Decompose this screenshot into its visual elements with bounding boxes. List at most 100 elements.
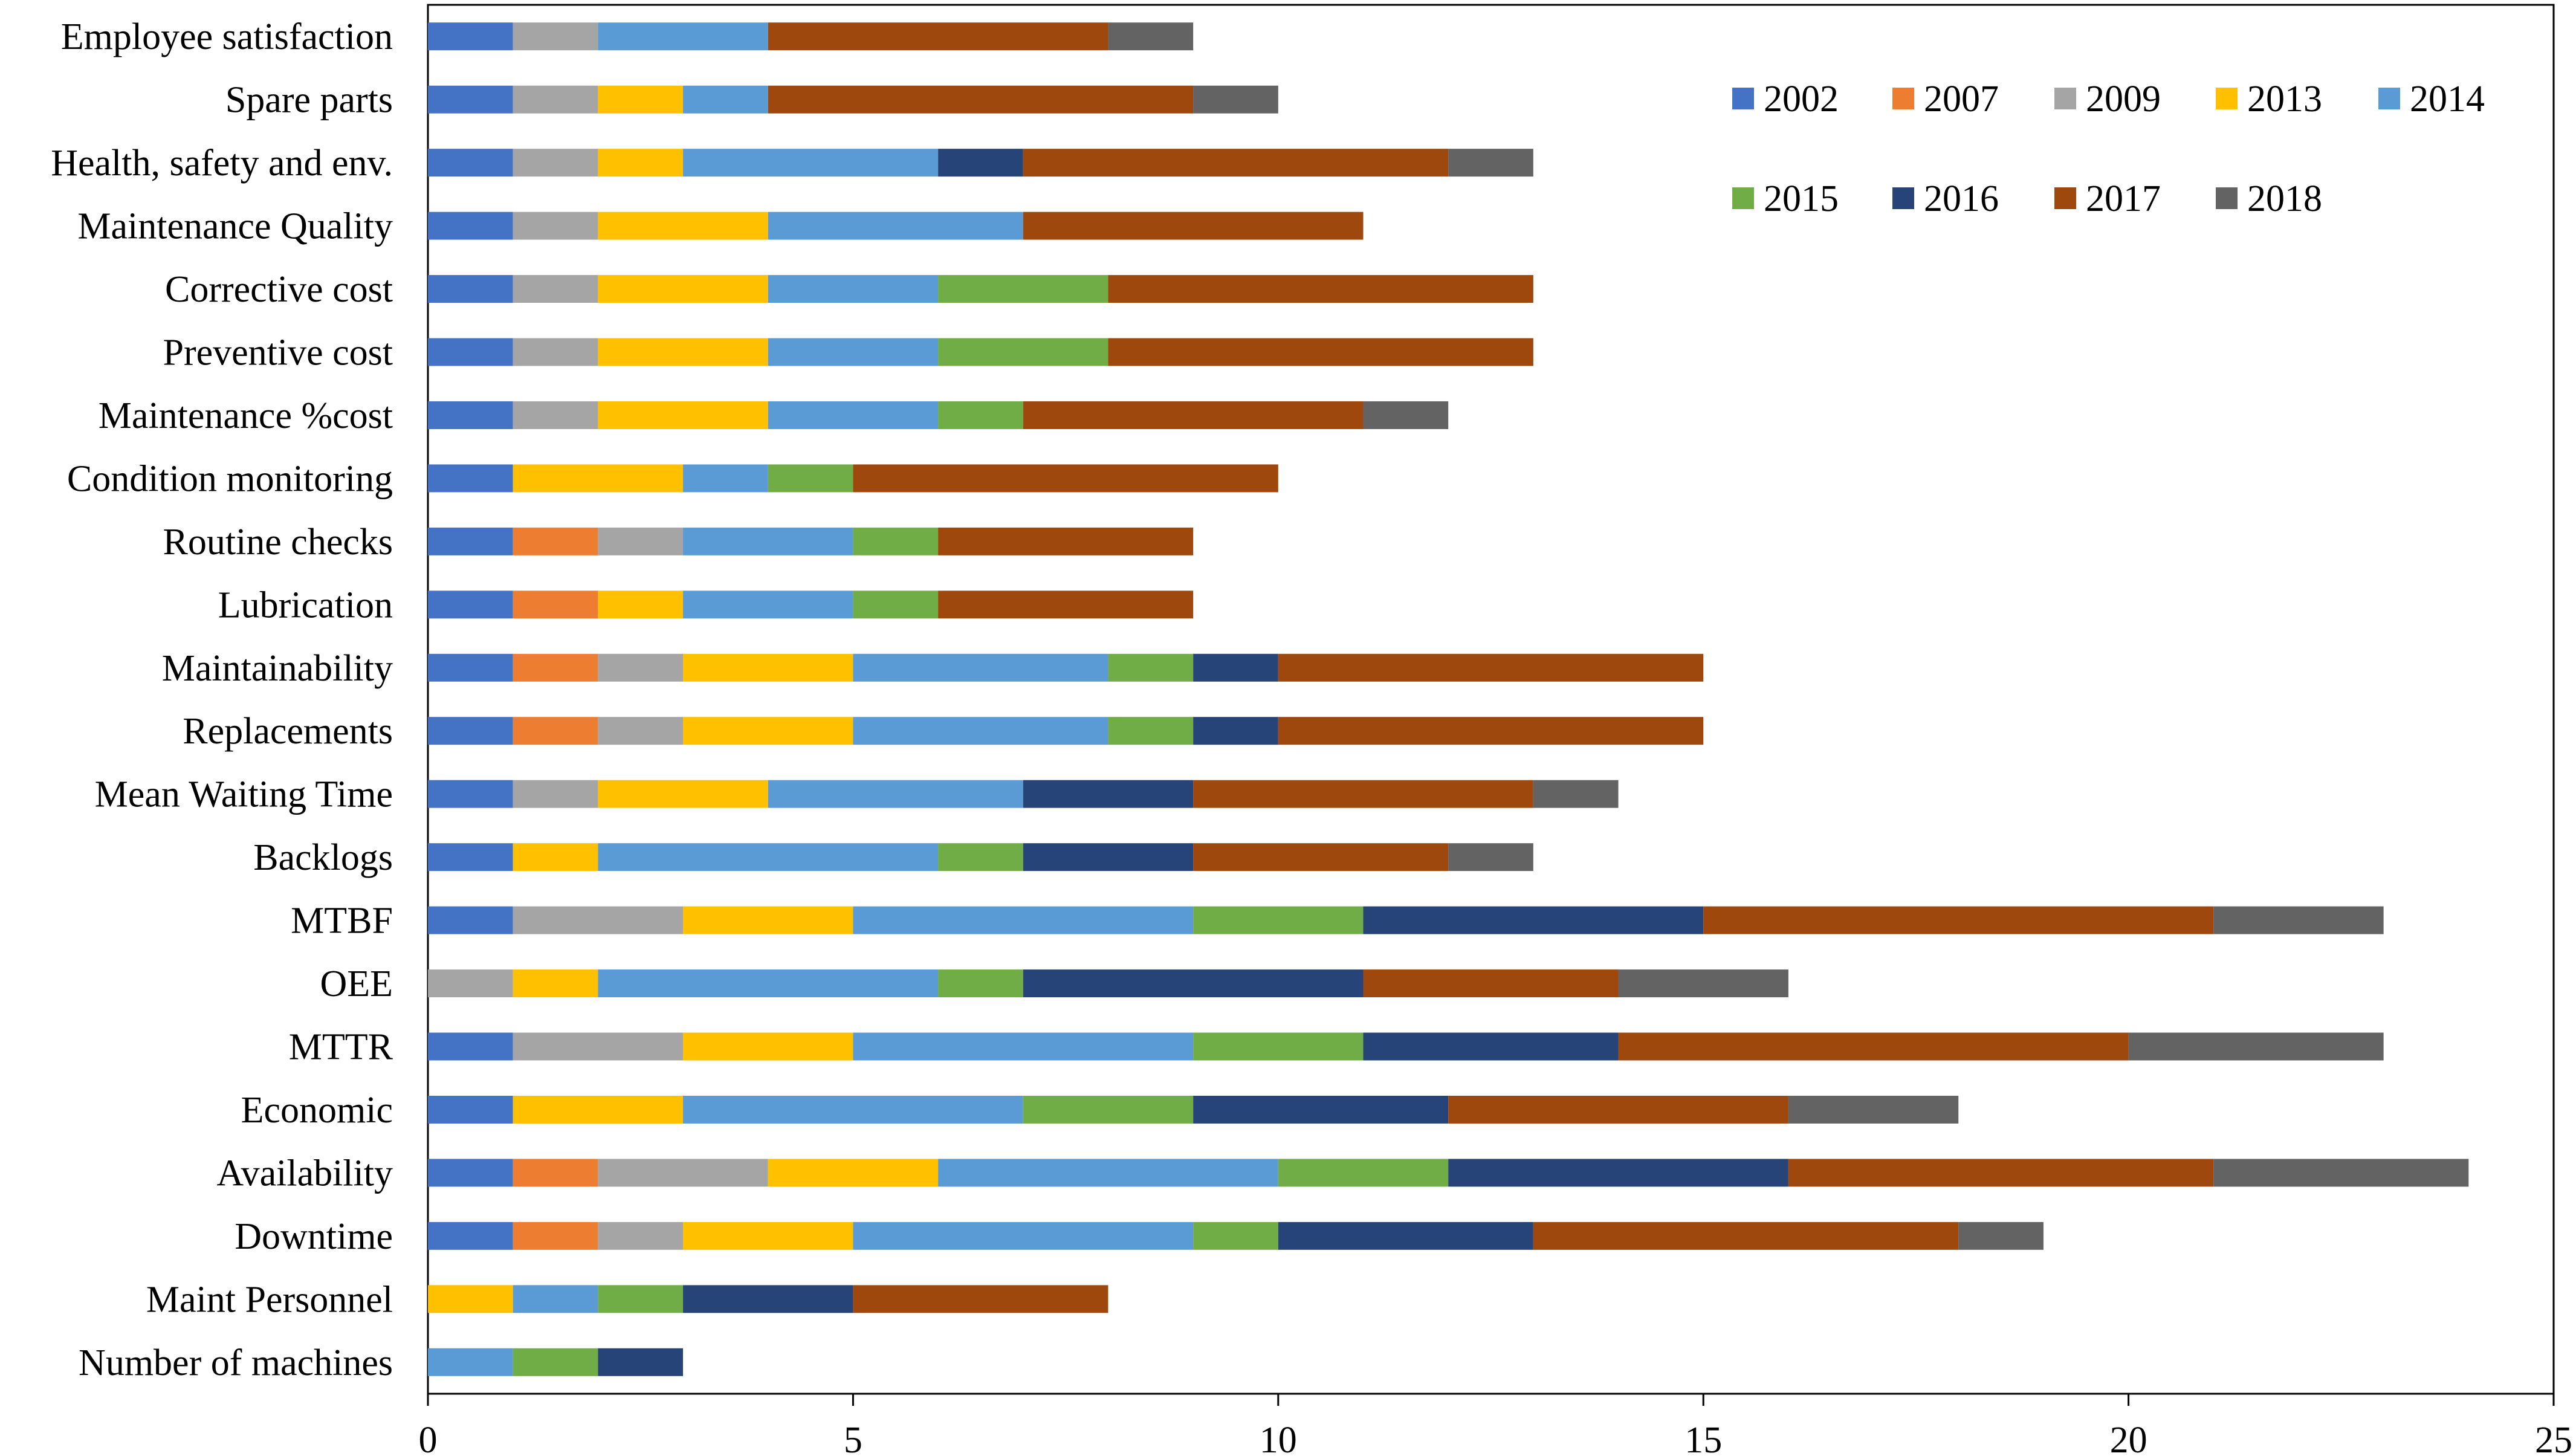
bar-downtime-2009: Downtime 2009: 1: [598, 1221, 684, 1250]
bar-preventive-cost-2017: Preventive cost 2017: 5: [1108, 338, 1533, 366]
bars-group: Employee satisfaction 2002: 1Employee sa…: [428, 22, 2469, 1376]
bar-maintainability-2013: Maintainability 2013: 2: [683, 653, 853, 682]
bar-health-safety-and-env-2002: Health, safety and env. 2002: 1: [428, 149, 513, 177]
bar-replacements-2002: Replacements 2002: 1: [428, 717, 513, 745]
bar-maintenance-cost-2017: Maintenance %cost 2017: 4: [1023, 401, 1364, 429]
bar-spare-parts-2018: Spare parts 2018: 1: [1193, 85, 1278, 114]
bar-corrective-cost-2013: Corrective cost 2013: 2: [598, 275, 768, 303]
category-label-mtbf: MTBF: [291, 901, 393, 942]
bar-corrective-cost-2002: Corrective cost 2002: 1: [428, 275, 513, 303]
x-axis-ticks-group: 0 5 10 15 20 25: [419, 1394, 2572, 1456]
legend-swatch-2016: [1892, 187, 1914, 209]
bar-replacements-2015: Replacements 2015: 1: [1108, 717, 1194, 745]
bar-mttr-2013: MTTR 2013: 2: [683, 1032, 853, 1061]
category-label-health-safety-and-env: Health, safety and env.: [51, 143, 393, 184]
bar-maintenance-quality-2014: Maintenance Quality 2014: 3: [768, 212, 1023, 240]
bar-preventive-cost-2002: Preventive cost 2002: 1: [428, 338, 513, 366]
category-label-preventive-cost: Preventive cost: [163, 332, 393, 374]
legend-item-2017: 2017: [2054, 178, 2161, 219]
bar-oee-2013: OEE 2013: 1: [513, 969, 598, 998]
category-label-mean-waiting-time: Mean Waiting Time: [95, 774, 393, 815]
bar-maintenance-quality-2002: Maintenance Quality 2002: 1: [428, 212, 513, 240]
bar-replacements-2013: Replacements 2013: 2: [683, 717, 853, 745]
bar-mean-waiting-time-2013: Mean Waiting Time 2013: 2: [598, 780, 768, 808]
legend-item-2018: 2018: [2216, 178, 2322, 219]
bar-oee-2009: OEE 2009: 1: [428, 969, 513, 998]
category-label-downtime: Downtime: [235, 1216, 393, 1257]
bar-backlogs-2002: Backlogs 2002: 1: [428, 843, 513, 872]
bar-maintenance-quality-2017: Maintenance Quality 2017: 4: [1023, 212, 1364, 240]
legend-item-2002: 2002: [1732, 79, 1839, 120]
bar-lubrication-2017: Lubrication 2017: 3: [938, 590, 1194, 619]
bar-availability-2018: Availability 2018: 3: [2213, 1159, 2469, 1187]
x-tick-label-0: 0: [419, 1420, 438, 1456]
bar-economic-2015: Economic 2015: 2: [1023, 1095, 1194, 1124]
legend-item-2013: 2013: [2216, 79, 2322, 120]
bar-employee-satisfaction-2017: Employee satisfaction 2017: 4: [768, 22, 1108, 51]
bar-condition-monitoring-2002: Condition monitoring 2002: 1: [428, 464, 513, 493]
bar-availability-2002: Availability 2002: 1: [428, 1159, 513, 1187]
bar-maint-personnel-2015: Maint Personnel 2015: 1: [598, 1285, 684, 1313]
bar-availability-2014: Availability 2014: 4: [938, 1159, 1278, 1187]
bar-availability-2016: Availability 2016: 4: [1448, 1159, 1788, 1187]
bar-economic-2002: Economic 2002: 1: [428, 1095, 513, 1124]
bar-maintenance-cost-2002: Maintenance %cost 2002: 1: [428, 401, 513, 429]
bar-mttr-2002: MTTR 2002: 1: [428, 1032, 513, 1061]
bar-downtime-2018: Downtime 2018: 1: [1958, 1221, 2044, 1250]
bar-spare-parts-2002: Spare parts 2002: 1: [428, 85, 513, 114]
bar-spare-parts-2014: Spare parts 2014: 1: [683, 85, 768, 114]
bar-routine-checks-2009: Routine checks 2009: 1: [598, 527, 684, 555]
bar-lubrication-2014: Lubrication 2014: 2: [683, 590, 853, 619]
legend-label-2013: 2013: [2247, 79, 2322, 120]
bar-downtime-2002: Downtime 2002: 1: [428, 1221, 513, 1250]
bar-condition-monitoring-2017: Condition monitoring 2017: 5: [853, 464, 1278, 493]
category-label-corrective-cost: Corrective cost: [165, 269, 393, 310]
bar-oee-2014: OEE 2014: 4: [598, 969, 939, 998]
plot-frame-group: [427, 4, 2555, 1395]
bar-downtime-2017: Downtime 2017: 5: [1533, 1221, 1959, 1250]
category-label-maintainability: Maintainability: [162, 648, 393, 689]
legend-label-2007: 2007: [1924, 79, 1999, 120]
category-label-mttr: MTTR: [289, 1027, 393, 1068]
bar-backlogs-2016: Backlogs 2016: 2: [1023, 843, 1194, 872]
bar-preventive-cost-2015: Preventive cost 2015: 2: [938, 338, 1108, 366]
bar-mttr-2009: MTTR 2009: 2: [513, 1032, 684, 1061]
bar-condition-monitoring-2015: Condition monitoring 2015: 1: [768, 464, 853, 493]
bar-maintainability-2017: Maintainability 2017: 5: [1278, 653, 1704, 682]
bar-maintenance-cost-2018: Maintenance %cost 2018: 1: [1363, 401, 1449, 429]
bar-maintainability-2007: Maintainability 2007: 1: [513, 653, 598, 682]
bar-employee-satisfaction-2009: Employee satisfaction 2009: 1: [513, 22, 598, 51]
x-tick-label-10: 10: [1260, 1420, 1297, 1456]
bar-health-safety-and-env-2018: Health, safety and env. 2018: 1: [1448, 149, 1533, 177]
bar-condition-monitoring-2014: Condition monitoring 2014: 1: [683, 464, 768, 493]
legend-swatch-2013: [2216, 88, 2238, 109]
bar-replacements-2017: Replacements 2017: 5: [1278, 717, 1704, 745]
bar-backlogs-2017: Backlogs 2017: 3: [1193, 843, 1449, 872]
bar-mean-waiting-time-2014: Mean Waiting Time 2014: 3: [768, 780, 1023, 808]
category-label-spare-parts: Spare parts: [225, 80, 393, 121]
category-labels-group: Employee satisfaction Spare parts Health, …: [51, 16, 393, 1383]
bar-economic-2018: Economic 2018: 2: [1788, 1095, 1959, 1124]
legend-label-2015: 2015: [1764, 178, 1839, 219]
bar-mtbf-2017: MTBF 2017: 6: [1703, 906, 2214, 934]
bar-routine-checks-2015: Routine checks 2015: 1: [853, 527, 939, 555]
legend: 2002 2007 2009 2013 2014 2015 2016 2017 2018: [1732, 79, 2485, 219]
category-label-economic: Economic: [241, 1090, 393, 1131]
bar-number-of-machines-2016: Number of machines 2016: 1: [598, 1348, 684, 1376]
bar-employee-satisfaction-2014: Employee satisfaction 2014: 2: [598, 22, 768, 51]
bar-backlogs-2015: Backlogs 2015: 1: [938, 843, 1023, 872]
bar-preventive-cost-2014: Preventive cost 2014: 2: [768, 338, 939, 366]
bar-condition-monitoring-2013: Condition monitoring 2013: 2: [513, 464, 684, 493]
bar-mttr-2016: MTTR 2016: 3: [1363, 1032, 1619, 1061]
bar-availability-2013: Availability 2013: 2: [768, 1159, 939, 1187]
bar-lubrication-2007: Lubrication 2007: 1: [513, 590, 598, 619]
bar-spare-parts-2009: Spare parts 2009: 1: [513, 85, 598, 114]
bar-maint-personnel-2013: Maint Personnel 2013: 1: [428, 1285, 513, 1313]
legend-swatch-2002: [1732, 88, 1754, 109]
bar-mttr-2014: MTTR 2014: 4: [853, 1032, 1194, 1061]
legend-item-2007: 2007: [1892, 79, 1999, 120]
bar-backlogs-2014: Backlogs 2014: 4: [598, 843, 939, 872]
x-tick-label-25: 25: [2535, 1420, 2572, 1456]
